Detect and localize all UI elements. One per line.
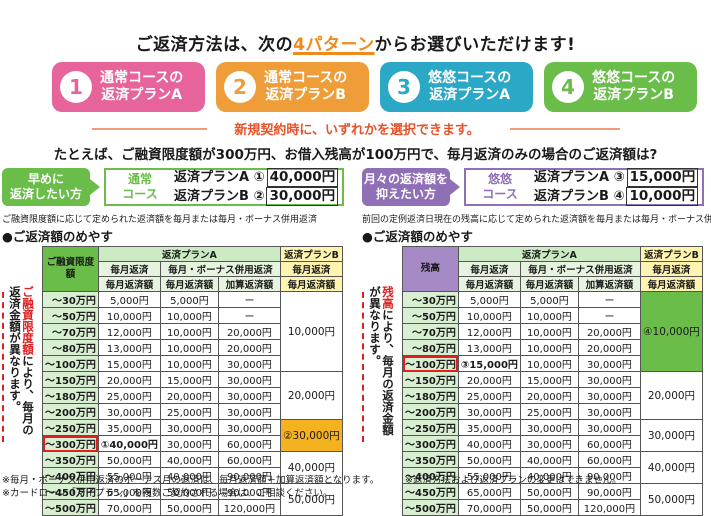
table-row: 〜30万円 5,000円 5,000円ー 10,000円 [42, 291, 343, 372]
left-side-label: ご融資限度額により、毎月の返済金額が異なります。 [8, 286, 35, 436]
table-row: 〜50万円 10,000円 10,000円ー [402, 307, 703, 324]
plan-badge-4: 4 悠悠コースの 返済プランB [544, 62, 697, 112]
plan-number-icon: 3 [388, 71, 420, 103]
table-row: 〜200万円 30,000円 25,000円 30,000円 [42, 403, 343, 420]
table-row: 〜250万円 35,000円 30,000円 30,000円 30,000円 [402, 419, 703, 452]
divider [92, 128, 207, 130]
plan-number-icon: 2 [224, 71, 256, 103]
left-meyasu: ●ご返済額のめやす [2, 229, 113, 244]
left-repayment-table: ご融資限度額 返済プランA 返済プランB 毎月返済 毎月・ボーナス併用返済 毎月返… [42, 246, 343, 516]
plan-badge-2: 2 通常コースの 返済プランB [216, 62, 369, 112]
side-bracket [2, 292, 6, 442]
footnote-1: ※毎月・ボーナス併用返済のボーナス月の返済は、毎月返済額＋加算返済額となります。 [2, 475, 380, 486]
table-row: 〜100万円 ③15,000円 10,000円 30,000円 [402, 355, 703, 372]
left-target-tag: 早めに 返済したい方 [2, 168, 90, 206]
divider [510, 128, 620, 130]
table-row: 〜400万円 55,000円 40,000円 90,000円 [42, 467, 343, 484]
footnote-2: ※返済方法および返済プランの変更はできません。 [405, 475, 622, 486]
right-note: 前回の定例返済日現在の残高に応じて定められた返済額を毎月または毎月・ボーナス併用… [362, 215, 711, 225]
table-row: 〜80万円 13,000円 10,000円 20,000円 [402, 339, 703, 356]
table-row: 〜70万円 12,000円 10,000円 20,000円 [42, 323, 343, 340]
plan-badge-3: 3 悠悠コースの 返済プランA [380, 62, 533, 112]
arrow-icon [90, 179, 100, 195]
table-row: 〜250万円 35,000円 30,000円 30,000円 ②30,000円 [42, 419, 343, 452]
plan-badge-1: 1 通常コースの 返済プランA [52, 62, 205, 112]
table-row: 〜350万円 50,000円 40,000円 60,000円 40,000円 [42, 451, 343, 484]
plan-number-icon: 4 [552, 71, 584, 103]
plan-label: 通常コースの 返済プランA [100, 70, 184, 103]
table-row: 〜80万円 13,000円 10,000円 20,000円 [42, 339, 343, 356]
right-target-tag: 月々の返済額を 抑えたい方 [362, 168, 450, 206]
page-title: ご返済方法は、次の4パターンからお選びいただけます! [135, 35, 576, 55]
subtitle: 新規契約時に、いずれかを選択できます。 [234, 123, 480, 138]
table-row: 〜200万円 30,000円 25,000円 30,000円 [402, 403, 703, 420]
plan-label: 通常コースの 返済プランB [264, 70, 348, 103]
plan-number-icon: 1 [60, 71, 92, 103]
left-course-box: 通常 コース 返済プランA ① 40,000円 返済プランB ② 30,000円 [104, 168, 344, 206]
left-note: ご融資限度額に応じて定められた返済額を毎月または毎月・ボーナス併用返済 [2, 215, 318, 225]
side-bracket [362, 292, 366, 442]
table-row: 〜30万円 5,000円 5,000円ー ④10,000円 [402, 291, 703, 372]
right-side-label: 残高により、毎月の返済金額が異なります。 [368, 286, 395, 436]
example-text: たとえば、ご融資限度額が300万円、お借入残高が100万円で、毎月返済のみの場合… [53, 147, 658, 163]
arrow-icon [450, 179, 460, 195]
table-row: 〜70万円 12,000円 10,000円 20,000円 [402, 323, 703, 340]
plan-label: 悠悠コースの 返済プランA [428, 70, 512, 103]
plan-label: 悠悠コースの 返済プランB [592, 70, 676, 103]
table-row: 〜150万円 20,000円 15,000円 30,000円 20,000円 [42, 371, 343, 420]
right-course-box: 悠悠 コース 返済プランA ③ 15,000円 返済プランB ④ 10,000円 [464, 168, 704, 206]
table-row: 〜350万円 50,000円 40,000円 60,000円 40,000円 [402, 451, 703, 484]
footnote-3: ※カードローン「マイプラン」を複数ご契約される場合は、ご相談ください。 [2, 488, 333, 499]
table-row: 〜100万円 15,000円 10,000円 30,000円 [42, 355, 343, 372]
right-meyasu: ●ご返済額のめやす [362, 229, 473, 244]
table-row: 〜150万円 20,000円 15,000円 30,000円 20,000円 [402, 371, 703, 420]
table-row: 〜300万円 ①40,000円 30,000円 60,000円 [42, 435, 343, 452]
